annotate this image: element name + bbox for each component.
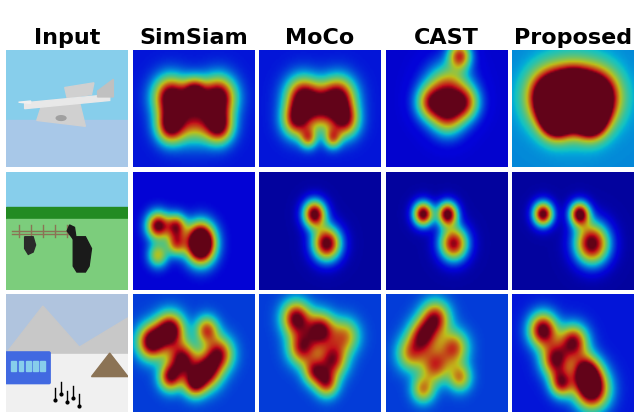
Title: MoCo: MoCo bbox=[285, 28, 355, 48]
FancyBboxPatch shape bbox=[5, 352, 50, 384]
Bar bbox=[40, 362, 45, 371]
Bar bbox=[6, 295, 128, 353]
Polygon shape bbox=[6, 306, 128, 353]
Polygon shape bbox=[97, 79, 113, 97]
Bar bbox=[6, 50, 128, 120]
Polygon shape bbox=[92, 353, 128, 376]
Polygon shape bbox=[24, 237, 36, 254]
Polygon shape bbox=[36, 102, 85, 126]
Title: CAST: CAST bbox=[414, 28, 479, 48]
Bar bbox=[19, 362, 24, 371]
Polygon shape bbox=[67, 225, 76, 239]
Bar bbox=[6, 353, 128, 412]
Title: Proposed: Proposed bbox=[514, 28, 632, 48]
Bar bbox=[6, 120, 128, 167]
Title: Input: Input bbox=[34, 28, 100, 48]
Polygon shape bbox=[65, 83, 94, 98]
Bar bbox=[12, 362, 16, 371]
Polygon shape bbox=[73, 237, 92, 272]
Bar bbox=[33, 362, 38, 371]
Bar bbox=[6, 172, 128, 219]
Bar bbox=[6, 219, 128, 290]
Ellipse shape bbox=[56, 116, 66, 120]
Polygon shape bbox=[19, 101, 31, 104]
Bar bbox=[26, 362, 31, 371]
Polygon shape bbox=[24, 94, 109, 109]
Title: SimSiam: SimSiam bbox=[140, 28, 248, 48]
Bar bbox=[6, 208, 128, 225]
